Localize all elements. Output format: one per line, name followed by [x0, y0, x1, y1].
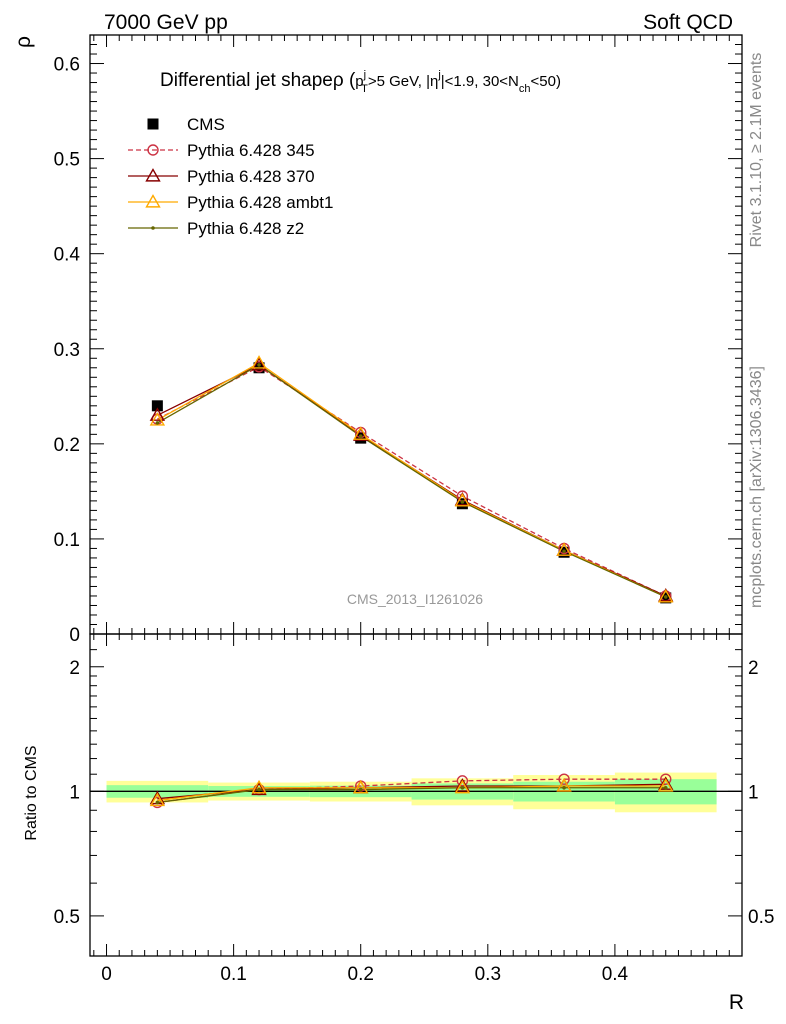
header-category-label: Soft QCD — [643, 11, 733, 34]
y-tick-label-ratio: 0.5 — [54, 907, 80, 928]
ratio-series-point-3 — [257, 787, 261, 792]
chart-title-sup-j2: j — [437, 69, 440, 81]
y-tick-label-ratio-right: 1 — [748, 782, 759, 803]
legend-marker — [151, 226, 155, 230]
ratio-series-point-2 — [149, 792, 166, 807]
main-series-point-2 — [556, 542, 572, 556]
main-series-point-3 — [562, 549, 566, 554]
chart-title-p: p — [355, 73, 363, 90]
y-axis-label-ratio: Ratio to CMS — [23, 745, 40, 840]
ratio-series-point-2 — [251, 779, 267, 794]
x-tick-label: 0.4 — [602, 964, 629, 985]
legend-label: Pythia 6.428 ambt1 — [187, 193, 333, 212]
ratio-series-point-2 — [658, 778, 674, 792]
ratio-uncertainty-bands — [90, 772, 742, 813]
main-series-point-2 — [658, 589, 674, 603]
legend-marker — [147, 118, 159, 130]
cms-data-point — [355, 432, 367, 444]
ratio-series-point-3 — [562, 785, 566, 790]
main-series-point-3 — [358, 434, 363, 439]
ratio-series-point-1 — [454, 778, 471, 792]
main-series-point-1 — [149, 407, 166, 421]
y-tick-label-ratio-right: 0.5 — [748, 907, 774, 928]
x-tick-label: 0.1 — [220, 964, 246, 985]
data-markers — [149, 355, 674, 809]
cms-data-point — [456, 498, 468, 510]
x-tick-label: 0 — [101, 964, 112, 985]
header-energy-label: 7000 GeV pp — [104, 11, 228, 34]
rivet-version-label: Rivet 3.1.10, ≥ 2.1M events — [748, 53, 765, 248]
y-tick-label: 0.5 — [54, 150, 80, 171]
y-tick-label: 0.1 — [54, 530, 80, 551]
y-tick-label-ratio: 2 — [69, 658, 80, 679]
main-series-point-3 — [460, 500, 465, 504]
legend-marker — [145, 194, 161, 208]
main-series-point-1 — [251, 357, 267, 371]
legend-marker — [145, 168, 161, 182]
y-axis-label-main: ρ — [12, 36, 35, 48]
ratio-series-point-0 — [456, 775, 469, 787]
x-axis-label: R — [729, 991, 744, 1014]
legend-label: CMS — [187, 115, 225, 134]
ratio-series-point-3 — [155, 800, 160, 805]
ratio-series-point-3 — [460, 785, 465, 790]
ratio-series-point-0 — [660, 773, 672, 785]
chart-title-sub-ch: ch — [519, 83, 531, 95]
y-tick-label: 0 — [69, 625, 80, 646]
y-tick-label: 0.4 — [54, 245, 81, 266]
chart-title-sub-t: T — [361, 83, 368, 95]
chart-title: Differential jet shapeρ (pj T>5 GeV, |ηj|… — [160, 69, 561, 95]
y-tick-label: 0.3 — [54, 340, 80, 361]
main-series-line-3 — [157, 364, 667, 598]
ratio-series-line-0 — [157, 778, 666, 804]
ratio-series-point-3 — [358, 787, 363, 792]
ratio-series-point-2 — [556, 778, 572, 792]
main-series-line-0 — [157, 366, 667, 597]
y-tick-label-ratio-right: 2 — [748, 658, 759, 679]
ratio-series-point-1 — [251, 781, 267, 796]
watermark-analysis-id: CMS_2013_I1261026 — [347, 591, 483, 607]
legend-marker — [147, 144, 159, 156]
series-lines — [157, 362, 667, 804]
chart-title-sup-j: j — [363, 69, 366, 81]
chart-text: 7000 GeV pp Soft QCD Differential jet sh… — [12, 11, 774, 1014]
main-series-line-2 — [157, 362, 667, 598]
ratio-plot-frame — [89, 633, 743, 957]
x-tick-label: 0.2 — [348, 964, 374, 985]
chart-title-end: <50) — [531, 73, 561, 90]
chart-title-main: Differential jet shape — [160, 70, 333, 91]
ratio-series-point-3 — [663, 785, 668, 790]
ratio-series-line-2 — [157, 785, 666, 802]
main-series-point-2 — [454, 492, 471, 507]
main-series-point-2 — [251, 355, 267, 369]
source-label: mcplots.cern.ch [arXiv:1306.3436] — [748, 366, 765, 608]
main-series-point-3 — [155, 421, 160, 425]
ratio-series-point-2 — [353, 779, 369, 794]
chart-title-rho: ρ ( — [333, 70, 356, 91]
ratio-series-point-0 — [558, 773, 570, 785]
main-series-point-3 — [257, 363, 261, 367]
chart-title-mid2: |<1.9, 30<N — [441, 73, 519, 90]
ratio-series-line-3 — [157, 787, 666, 804]
ratio-series-point-2 — [454, 779, 471, 794]
x-tick-label: 0.3 — [475, 964, 501, 985]
plot-frames — [89, 34, 743, 957]
main-series-point-2 — [353, 426, 369, 440]
y-tick-label: 0.6 — [54, 55, 80, 76]
main-series-point-2 — [149, 412, 166, 426]
legend-label: Pythia 6.428 370 — [187, 167, 315, 186]
chart-title-mid: >5 GeV, |η — [368, 73, 438, 90]
main-series-point-3 — [663, 595, 668, 599]
legend-label: Pythia 6.428 345 — [187, 141, 315, 160]
y-tick-label: 0.2 — [54, 435, 80, 456]
legend-label: Pythia 6.428 z2 — [187, 219, 304, 238]
legend: CMS Pythia 6.428 345 Pythia 6.428 370 Pythi… — [128, 115, 333, 238]
cms-data-point — [151, 400, 163, 412]
tick-marks — [90, 34, 742, 957]
y-tick-label-ratio: 1 — [69, 782, 80, 803]
